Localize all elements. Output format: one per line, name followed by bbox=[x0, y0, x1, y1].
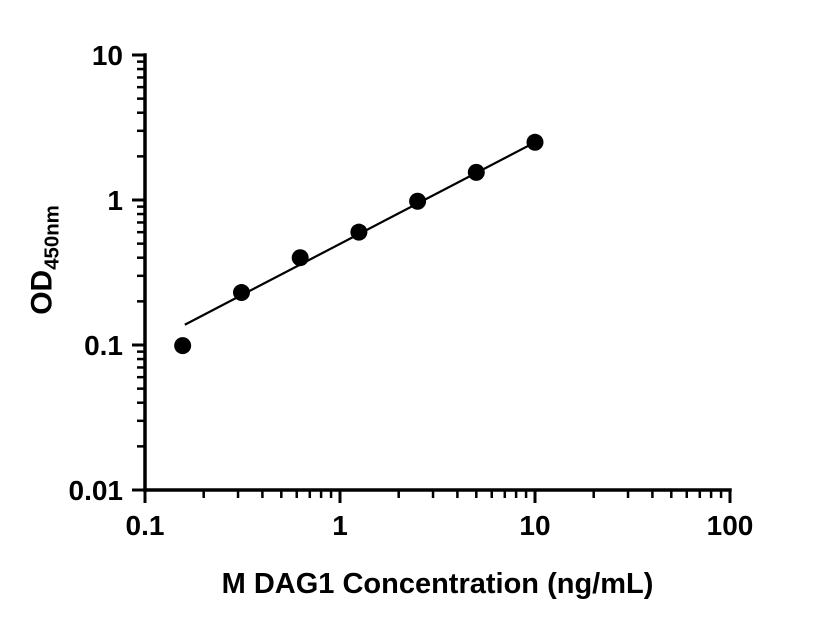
x-tick-label: 10 bbox=[519, 510, 550, 541]
data-point bbox=[467, 163, 485, 181]
y-axis-title-subscript: 450nm bbox=[41, 205, 64, 270]
data-point bbox=[291, 249, 309, 267]
x-tick-label: 1 bbox=[332, 510, 348, 541]
data-point bbox=[526, 133, 544, 151]
y-tick-label: 0.1 bbox=[84, 330, 123, 361]
data-point bbox=[409, 192, 427, 210]
y-axis-title-main: OD bbox=[25, 269, 59, 315]
y-axis-title: OD450nm bbox=[26, 205, 65, 315]
x-tick-label: 0.1 bbox=[126, 510, 165, 541]
data-point bbox=[350, 223, 368, 241]
data-point bbox=[174, 337, 192, 355]
y-tick-label: 0.01 bbox=[69, 475, 124, 506]
y-tick-label: 10 bbox=[92, 40, 123, 71]
y-tick-label: 1 bbox=[107, 185, 123, 216]
x-tick-label: 100 bbox=[707, 510, 754, 541]
data-point bbox=[232, 284, 250, 302]
x-axis-title: M DAG1 Concentration (ng/mL) bbox=[221, 568, 654, 600]
